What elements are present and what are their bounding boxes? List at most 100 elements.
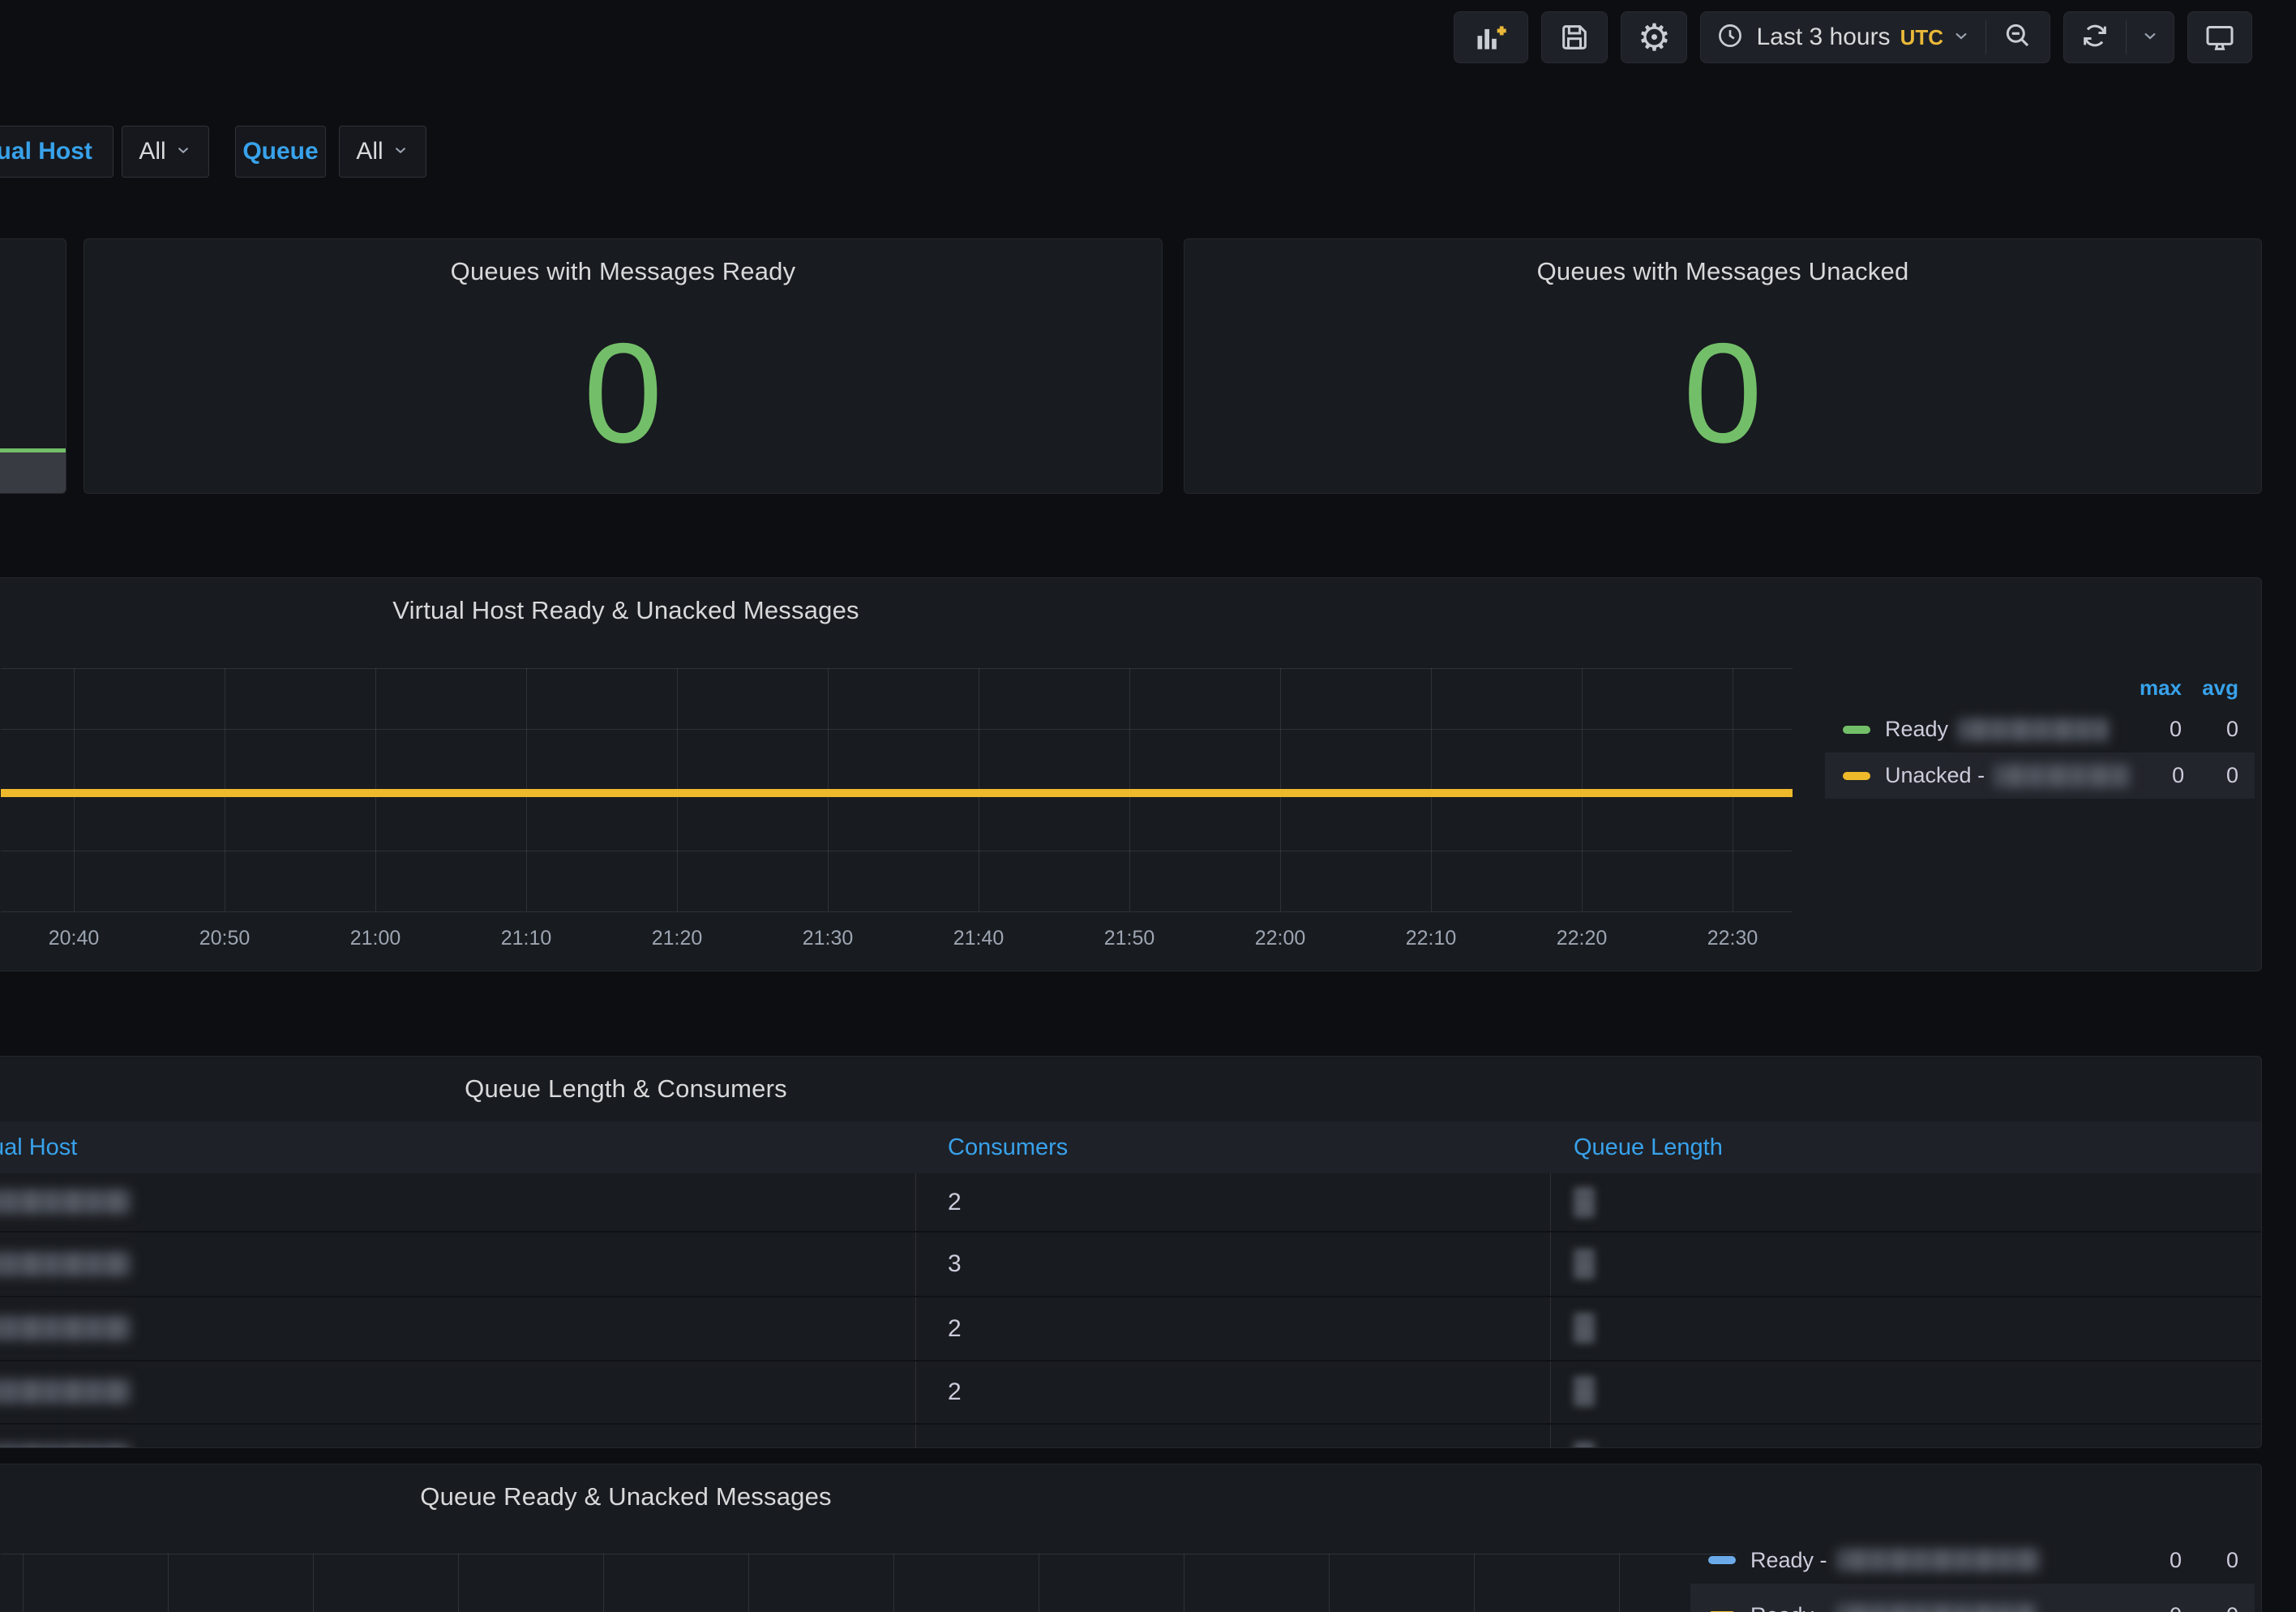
- panel-queues-messages-ready: Queues with Messages Ready 0: [84, 238, 1163, 494]
- add-panel-button[interactable]: [1454, 11, 1529, 63]
- time-series-plot[interactable]: [1, 1554, 1736, 1612]
- panel-title[interactable]: Queues with Messages Ready: [450, 257, 796, 285]
- redacted-queue-length-cell: [1574, 1377, 1595, 1406]
- table-row-partial[interactable]: 2: [0, 1425, 2261, 1447]
- table-row[interactable]: 2: [0, 1361, 2261, 1423]
- redacted-vhost-cell: [0, 1444, 131, 1447]
- zoom-out-time-button[interactable]: [1986, 12, 2050, 62]
- save-icon: [1558, 21, 1591, 54]
- cutoff-panel-left: [0, 238, 66, 494]
- consumers-cell: 2: [948, 1314, 962, 1342]
- variable-value: All: [139, 138, 166, 165]
- refresh-group: [2063, 11, 2174, 63]
- x-tick: 21:20: [651, 927, 703, 950]
- column-divider: [915, 1173, 916, 1447]
- time-picker-group: Last 3 hours UTC: [1700, 11, 2050, 63]
- redacted-vhost-cell: [0, 1316, 131, 1340]
- consumers-cell: 2: [948, 1378, 962, 1405]
- panel-queue-length-consumers: Queue Length & Consumers Virtual Host Co…: [0, 1056, 2262, 1448]
- x-tick: 21:00: [349, 927, 401, 950]
- panel-queues-messages-unacked: Queues with Messages Unacked 0: [1184, 238, 2262, 494]
- chevron-down-icon: [2140, 26, 2160, 49]
- x-tick: 22:10: [1405, 927, 1457, 950]
- unacked-series-line: [1, 789, 1793, 797]
- series-avg: 0: [2182, 1603, 2238, 1612]
- consumers-cell: 2: [948, 1188, 962, 1215]
- x-tick: 22:00: [1254, 927, 1306, 950]
- panel-queue-ready-unacked: Queue Ready & Unacked Messages Ready - 0: [0, 1464, 2262, 1612]
- series-color-swatch: [1843, 771, 1870, 780]
- table-row[interactable]: 3: [0, 1233, 2261, 1296]
- sparkline-line: [0, 448, 66, 452]
- series-max: 0: [2172, 763, 2185, 787]
- time-series-plot[interactable]: [1, 668, 1793, 912]
- series-label: Ready -: [1750, 1603, 1827, 1612]
- x-tick: 21:10: [500, 927, 552, 950]
- redacted-queue-length-cell: [1574, 1443, 1595, 1447]
- dashboard-settings-button[interactable]: ⚙: [1621, 11, 1688, 63]
- panel-title[interactable]: Queues with Messages Unacked: [1536, 257, 1909, 285]
- column-header-virtual-host[interactable]: Virtual Host: [0, 1134, 78, 1160]
- clock-icon: [1716, 21, 1745, 54]
- series-max: 0: [2169, 1547, 2182, 1572]
- monitor-icon: [2204, 21, 2236, 54]
- variable-label-virtual-host: Virtual Host: [0, 126, 114, 178]
- redacted-vhost-cell: [0, 1190, 131, 1214]
- redacted-text: [1994, 764, 2131, 787]
- series-max: 0: [2125, 1603, 2182, 1612]
- variable-label: Virtual Host: [0, 138, 92, 165]
- x-tick: 21:40: [953, 927, 1004, 950]
- variable-value: All: [356, 138, 383, 165]
- table-row[interactable]: 2: [0, 1297, 2261, 1360]
- variable-value-queue[interactable]: All: [339, 126, 426, 178]
- legend-col-max[interactable]: max: [2139, 675, 2182, 700]
- series-color-swatch: [1843, 725, 1870, 734]
- zoom-out-icon: [2003, 20, 2033, 55]
- variable-value-virtual-host[interactable]: All: [122, 126, 209, 178]
- series-label: Unacked -: [1885, 763, 1985, 787]
- dashboard-toolbar: ⚙ Last 3 hours UTC: [1454, 11, 2252, 63]
- legend-row-unacked[interactable]: Unacked - 0 0: [1825, 752, 2255, 799]
- column-divider: [1550, 1173, 1551, 1447]
- table-row[interactable]: 2: [0, 1173, 2261, 1231]
- series-color-swatch: [1708, 1556, 1736, 1564]
- cycle-view-button[interactable]: [2187, 11, 2252, 63]
- legend-row-ready-yellow[interactable]: Ready - 0 0: [1690, 1584, 2255, 1612]
- refresh-interval-dropdown[interactable]: [2127, 12, 2174, 62]
- panel-title[interactable]: Queue Length & Consumers: [465, 1074, 787, 1103]
- x-tick: 20:50: [199, 927, 251, 950]
- x-tick: 22:20: [1556, 927, 1608, 950]
- divider: [2126, 20, 2127, 54]
- divider: [1985, 20, 1986, 54]
- legend-header: max avg: [1825, 669, 2255, 706]
- column-header-queue-length[interactable]: Queue Length: [1574, 1134, 1723, 1160]
- legend-row-ready-blue[interactable]: Ready - 0 0: [1690, 1533, 2255, 1588]
- x-tick: 20:40: [48, 927, 100, 950]
- refresh-button[interactable]: [2064, 12, 2126, 62]
- time-range-label: Last 3 hours: [1756, 24, 1891, 50]
- legend-row-ready[interactable]: Ready 0 0: [1825, 706, 2255, 752]
- panel-title[interactable]: Virtual Host Ready & Unacked Messages: [392, 596, 859, 624]
- panel-title[interactable]: Queue Ready & Unacked Messages: [420, 1482, 832, 1511]
- time-range-picker[interactable]: Last 3 hours UTC: [1701, 12, 1985, 62]
- series-max: 0: [2169, 717, 2182, 741]
- variable-label-queue: Queue: [235, 126, 326, 178]
- sparkline-fill: [0, 452, 66, 493]
- chart-legend: max avg Ready 0 0 Unacked - 0 0: [1825, 669, 2255, 799]
- legend-col-avg[interactable]: avg: [2202, 675, 2238, 700]
- save-dashboard-button[interactable]: [1541, 11, 1608, 63]
- x-tick: 21:30: [802, 927, 854, 950]
- bar-chart-plus-icon: [1473, 19, 1509, 55]
- consumers-cell: 3: [948, 1250, 962, 1277]
- gear-icon: ⚙: [1637, 15, 1672, 59]
- chevron-down-icon: [174, 138, 192, 165]
- series-avg: 0: [2225, 717, 2238, 741]
- table-body: 2 3 2 2: [0, 1173, 2261, 1447]
- series-avg: 0: [2225, 763, 2238, 787]
- variable-label: Queue: [242, 138, 319, 165]
- refresh-icon: [2080, 20, 2110, 55]
- table-header: Virtual Host Consumers Queue Length: [0, 1121, 2261, 1173]
- redacted-queue-length-cell: [1574, 1314, 1595, 1343]
- redacted-vhost-cell: [0, 1252, 131, 1276]
- column-header-consumers[interactable]: Consumers: [948, 1134, 1069, 1160]
